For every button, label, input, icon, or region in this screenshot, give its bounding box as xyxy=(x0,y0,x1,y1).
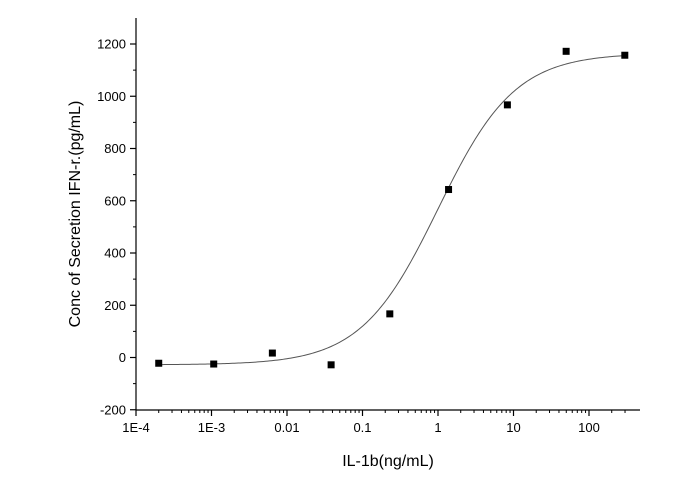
x-tick-label: 0.1 xyxy=(353,420,371,435)
y-ticks: -200 0 200 400 600 800 1000 1200 xyxy=(97,37,136,417)
y-tick-label: 800 xyxy=(104,141,126,156)
x-tick-label: 100 xyxy=(578,420,600,435)
y-tick-label: 400 xyxy=(104,246,126,261)
data-point-4 xyxy=(386,310,394,318)
x-tick-label: 1E-4 xyxy=(122,420,149,435)
data-point-8 xyxy=(621,51,629,59)
fit-curve xyxy=(158,55,625,366)
x-tick-label: 1 xyxy=(434,420,441,435)
y-tick-label: 0 xyxy=(119,350,126,365)
y-axis-title: Conc of Secretion IFN-r.(pg/mL) xyxy=(67,101,84,328)
data-point-2 xyxy=(268,349,276,357)
plot-frame xyxy=(135,18,640,411)
data-point-7 xyxy=(562,47,570,55)
data-point-1 xyxy=(210,360,218,368)
data-point-3 xyxy=(327,361,335,369)
x-tick-label: 0.01 xyxy=(274,420,299,435)
x-ticks: 1E-4 1E-3 0.01 0.1 1 10 100 xyxy=(122,410,626,435)
x-axis-title: IL-1b(ng/mL) xyxy=(342,453,434,470)
y-tick-label: 600 xyxy=(104,193,126,208)
y-tick-label: -200 xyxy=(100,402,126,417)
data-points xyxy=(155,47,629,369)
x-tick-label: 1E-3 xyxy=(198,420,225,435)
data-point-5 xyxy=(445,186,453,194)
y-tick-label: 1000 xyxy=(97,89,126,104)
data-point-0 xyxy=(155,359,163,367)
y-tick-label: 1200 xyxy=(97,37,126,52)
y-tick-label: 200 xyxy=(104,298,126,313)
data-point-6 xyxy=(503,101,511,109)
x-tick-label: 10 xyxy=(506,420,520,435)
